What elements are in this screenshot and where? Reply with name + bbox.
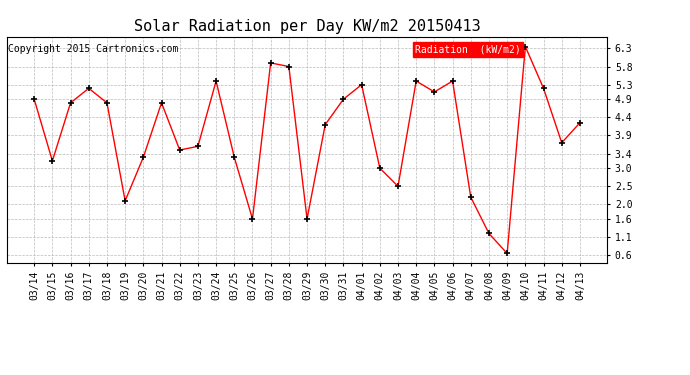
Text: Copyright 2015 Cartronics.com: Copyright 2015 Cartronics.com — [8, 44, 179, 54]
Text: Radiation  (kW/m2): Radiation (kW/m2) — [415, 44, 521, 54]
Title: Solar Radiation per Day KW/m2 20150413: Solar Radiation per Day KW/m2 20150413 — [134, 18, 480, 33]
